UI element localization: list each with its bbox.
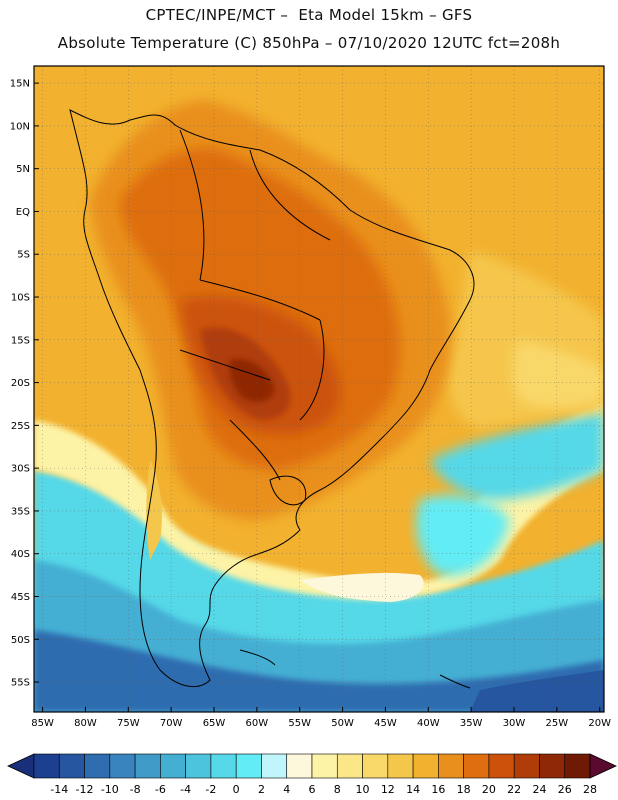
lat-tick-label: 50S (11, 635, 30, 646)
lon-tick-label: 40W (417, 718, 440, 729)
lat-tick-label: 10S (11, 293, 30, 304)
colorbar-segment (210, 753, 237, 779)
lat-tick-label: 25S (11, 421, 30, 432)
colorbar-segment (160, 753, 186, 779)
colorbar-tick-label: 4 (283, 783, 290, 796)
lat-tick-label: 5S (17, 250, 30, 261)
colorbar-tick-label: -4 (180, 783, 191, 796)
colorbar-tick-label: 16 (431, 783, 445, 796)
colorbar-tick-label: -12 (76, 783, 94, 796)
colorbar-tick-label: 10 (356, 783, 370, 796)
colorbar-segment (84, 753, 111, 779)
lat-tick-label: 10N (10, 121, 30, 132)
lon-tick-label: 75W (117, 718, 140, 729)
colorbar-tick-label: 6 (309, 783, 316, 796)
lon-tick-label: 85W (31, 718, 54, 729)
lon-tick-label: 35W (460, 718, 483, 729)
colorbar-tick-label: 12 (381, 783, 395, 796)
colorbar-segment (438, 753, 464, 779)
colorbar-segment (362, 753, 389, 779)
longitude-axis: 85W 80W 75W 70W 65W 60W 55W 50W 45W 40W 35W 30W 25W 2… (31, 707, 611, 729)
colorbar-segment (185, 753, 212, 779)
colorbar-segment (387, 753, 414, 779)
colorbar-tick-label: -2 (205, 783, 216, 796)
colorbar-tick-label: -14 (50, 783, 68, 796)
colorbar-tick-label: 8 (334, 783, 341, 796)
colorbar-segment (412, 753, 439, 779)
colorbar-segment (261, 753, 288, 779)
lat-tick-label: 45S (11, 592, 30, 603)
colorbar-overflow-arrow (589, 753, 617, 779)
map-frame (33, 65, 605, 713)
lon-tick-label: 20W (588, 718, 611, 729)
colorbar-tick-label: -6 (155, 783, 166, 796)
lon-tick-label: 50W (331, 718, 354, 729)
colorbar-tick-label: -10 (101, 783, 119, 796)
lon-tick-label: 80W (74, 718, 97, 729)
lat-tick-label: 40S (11, 549, 30, 560)
colorbar-segment (311, 753, 338, 779)
lon-tick-label: 25W (546, 718, 569, 729)
lat-tick-label: 30S (11, 464, 30, 475)
colorbar-ticks: -14 -12 -10 -8 -6 -4 -2 0 2 4 6 8 10 12 14 16 18 20 22 24 26… (50, 783, 597, 796)
graticule (34, 66, 604, 712)
colorbar-segment (336, 753, 363, 779)
temperature-map: 15N 10N 5N EQ 5S 10S 15S 20S 25S 30S 35S 40S 45S 50S 5… (10, 65, 611, 729)
colorbar-segment (513, 753, 540, 779)
lon-tick-label: 55W (288, 718, 311, 729)
colorbar-segment (488, 753, 515, 779)
colorbar: -14 -12 -10 -8 -6 -4 -2 0 2 4 6 8 10 12 14 16 18 20 22 24 26… (7, 753, 617, 796)
lat-tick-label: 15N (10, 79, 30, 90)
colorbar-segment (564, 753, 591, 779)
colorbar-segment (539, 753, 566, 779)
coastlines (69, 109, 475, 689)
colorbar-tick-label: 28 (583, 783, 597, 796)
colorbar-tick-label: 2 (258, 783, 265, 796)
lat-tick-label: 35S (11, 506, 30, 517)
lon-tick-label: 60W (246, 718, 269, 729)
colorbar-tick-label: 14 (406, 783, 420, 796)
colorbar-tick-label: -8 (130, 783, 141, 796)
colorbar-tick-label: 22 (507, 783, 521, 796)
map-title: CPTEC/INPE/MCT – Eta Model 15km – GFS (145, 6, 473, 24)
lon-tick-label: 65W (203, 718, 226, 729)
lon-tick-label: 30W (503, 718, 526, 729)
colorbar-underflow-arrow (7, 753, 35, 779)
colorbar-segment (286, 753, 313, 779)
colorbar-tick-label: 18 (457, 783, 471, 796)
lat-tick-label: 15S (11, 335, 30, 346)
colorbar-segment (134, 753, 161, 779)
colorbar-segment (109, 753, 136, 779)
colorbar-tick-label: 26 (558, 783, 572, 796)
colorbar-tick-label: 20 (482, 783, 496, 796)
lat-tick-label: EQ (16, 207, 30, 218)
colorbar-segment (58, 753, 85, 779)
lat-tick-label: 20S (11, 378, 30, 389)
latitude-axis: 15N 10N 5N EQ 5S 10S 15S 20S 25S 30S 35S 40S 45S 50S 5… (10, 79, 39, 689)
map-subtitle: Absolute Temperature (C) 850hPa – 07/10/… (57, 34, 561, 52)
colorbar-segment (463, 753, 490, 779)
lat-tick-label: 5N (16, 164, 30, 175)
colorbar-segment (235, 753, 262, 779)
lon-tick-label: 45W (374, 718, 397, 729)
temperature-field (34, 66, 604, 712)
colorbar-segment (33, 753, 60, 779)
colorbar-tick-label: 0 (233, 783, 240, 796)
lon-tick-label: 70W (160, 718, 183, 729)
lat-tick-label: 55S (11, 678, 30, 689)
colorbar-tick-label: 24 (532, 783, 546, 796)
